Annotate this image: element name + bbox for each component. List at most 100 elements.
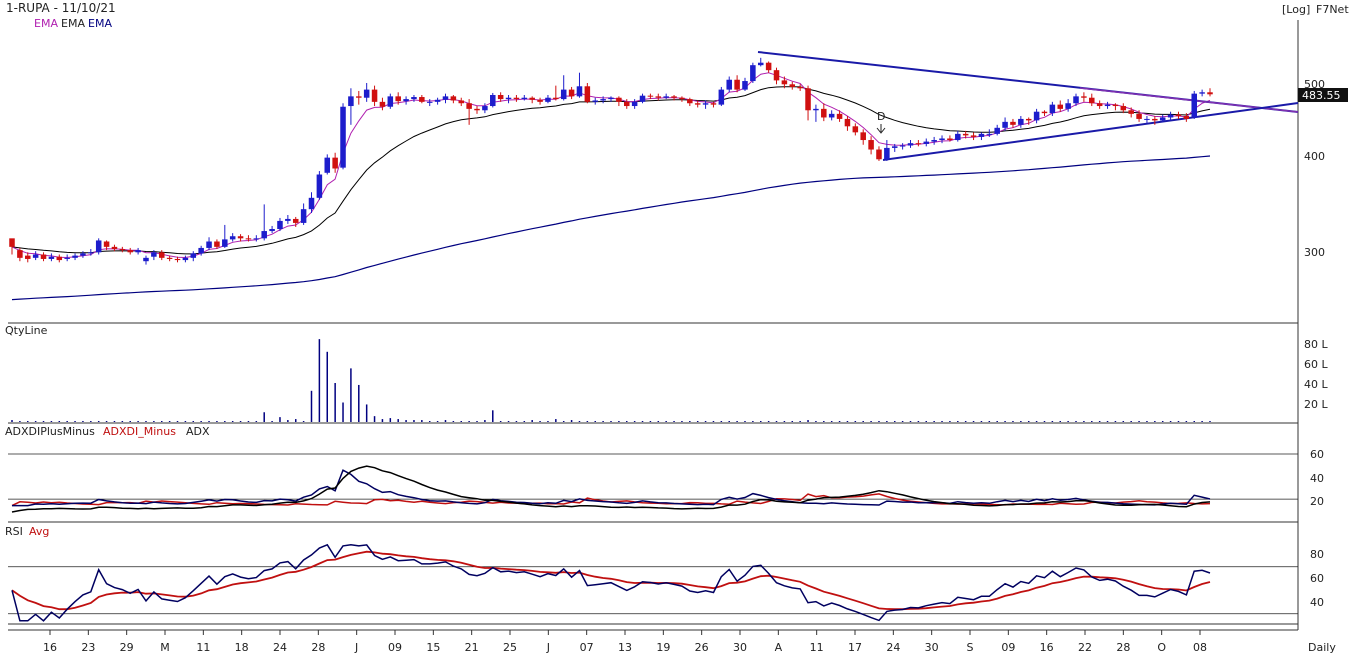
candle-body — [497, 94, 504, 100]
candle-body — [1104, 104, 1111, 107]
candle-body — [229, 236, 236, 240]
x-tick-label: 19 — [656, 641, 670, 654]
rsi-ytick-80: 80 — [1310, 548, 1324, 561]
candle-body — [458, 100, 465, 104]
candle-body — [9, 238, 15, 247]
candle-body — [836, 113, 843, 119]
candle-body — [600, 99, 606, 101]
candle-body — [978, 133, 985, 137]
x-tick-label: 28 — [311, 641, 325, 654]
candle-body — [568, 89, 575, 97]
candle-body — [1128, 110, 1134, 114]
candle-body — [671, 96, 677, 98]
scale-mode-label[interactable]: [Log] — [1282, 3, 1310, 16]
candle-body — [1167, 114, 1174, 118]
x-tick-label: A — [775, 641, 783, 654]
candle-body — [765, 62, 772, 71]
candle-body — [876, 149, 882, 160]
adx-lines — [8, 453, 1298, 513]
candle-body — [962, 133, 969, 136]
candle-body — [592, 100, 598, 102]
candle-body — [411, 97, 417, 100]
candle-body — [679, 97, 685, 100]
candle-body — [40, 254, 47, 259]
candle-body — [1010, 121, 1016, 125]
lower-trendline — [882, 102, 1299, 161]
rsi-lines — [8, 543, 1298, 622]
rsi-avg-line — [11, 550, 1211, 611]
candle-body — [844, 118, 851, 127]
candle-body — [1073, 96, 1079, 104]
rsi-y-axis: 80 60 40 — [1310, 548, 1324, 609]
candle-body — [198, 247, 204, 254]
candle-body — [308, 197, 315, 210]
rsi-ytick-40: 40 — [1310, 596, 1324, 609]
candle-body — [324, 157, 331, 173]
last-price-label: 483.55 — [1302, 89, 1341, 102]
rsi-ytick-60: 60 — [1310, 572, 1324, 585]
x-tick-label: 11 — [810, 641, 824, 654]
candle-body — [694, 103, 701, 105]
price-y-axis: 500 400 300 — [1304, 78, 1325, 259]
x-tick-label: 13 — [618, 641, 632, 654]
rsi-avg-title: Avg — [29, 525, 49, 538]
candle-body — [852, 126, 859, 133]
candle-body — [332, 157, 338, 169]
candle-body — [348, 96, 354, 107]
ema-legend-3: EMA — [88, 17, 112, 30]
candle-body — [647, 95, 654, 97]
volume-ytick-20: 20 L — [1304, 398, 1328, 411]
candle-body — [174, 258, 181, 261]
candle-body — [828, 113, 835, 118]
candle-body — [119, 249, 126, 251]
candle-body — [182, 257, 189, 261]
x-tick-label: 28 — [1116, 641, 1130, 654]
candle-body — [931, 140, 937, 142]
candle-body — [285, 218, 291, 221]
candle-body — [474, 108, 480, 111]
candle-body — [726, 79, 732, 90]
candle-body — [734, 79, 740, 90]
x-tick-label: 16 — [1040, 641, 1054, 654]
volume-ytick-60: 60 L — [1304, 358, 1328, 371]
volume-panel-title: QtyLine — [5, 324, 48, 337]
x-tick-label: 21 — [465, 641, 479, 654]
candle-body — [466, 103, 472, 109]
candle-body — [166, 257, 173, 259]
candle-body — [655, 96, 662, 98]
x-tick-label: 09 — [388, 641, 402, 654]
candle-body — [505, 97, 512, 100]
x-tick-label: 16 — [43, 641, 57, 654]
candle-body — [1049, 104, 1056, 114]
candle-body — [253, 238, 260, 240]
candle-body — [387, 96, 394, 107]
candle-body — [1120, 106, 1127, 111]
candle-body — [608, 97, 614, 100]
x-tick-label: 30 — [733, 641, 747, 654]
x-tick-label: 11 — [196, 641, 210, 654]
candle-body — [970, 135, 977, 137]
price-candles — [9, 57, 1213, 265]
candle-body — [750, 65, 756, 82]
candle-body — [687, 99, 693, 104]
candle-body — [1002, 121, 1008, 128]
candle-body — [1175, 114, 1182, 117]
x-tick-label: 15 — [426, 641, 440, 654]
candle-body — [1159, 117, 1166, 121]
candle-body — [80, 253, 86, 256]
candle-body — [1033, 111, 1040, 121]
price-ytick-300: 300 — [1304, 246, 1325, 259]
candle-body — [426, 101, 433, 103]
x-tick-label: 22 — [1078, 641, 1092, 654]
candle-body — [1089, 97, 1095, 104]
x-tick-label: 08 — [1193, 641, 1207, 654]
vendor-label: F7Net — [1316, 3, 1349, 16]
trendlines — [757, 51, 1299, 161]
candle-body — [1199, 92, 1205, 94]
candle-body — [25, 255, 31, 259]
adx-plus-title: ADXDIPlusMinus — [5, 425, 95, 438]
candle-body — [631, 101, 638, 107]
ema-legend-2: EMA — [61, 17, 85, 30]
